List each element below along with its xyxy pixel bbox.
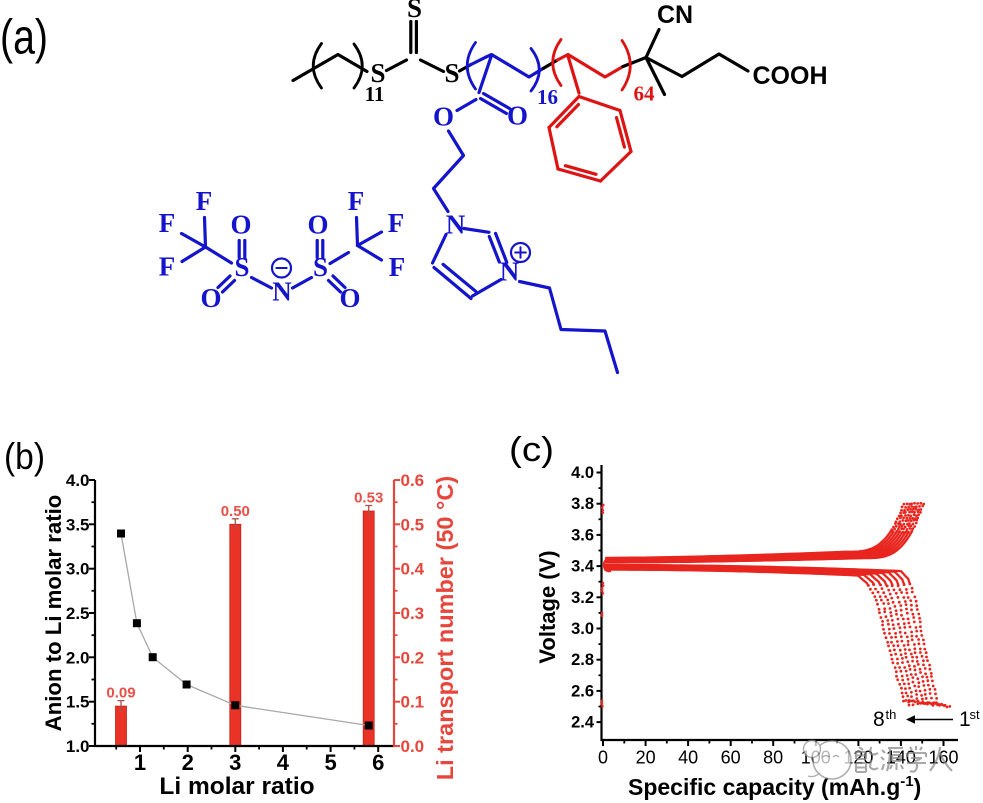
svg-text:0.1: 0.1	[401, 693, 425, 712]
svg-text:S: S	[407, 0, 422, 23]
svg-text:8: 8	[873, 708, 885, 731]
svg-text:11: 11	[365, 82, 385, 106]
svg-text:O: O	[307, 210, 328, 240]
svg-text:0.5: 0.5	[401, 515, 425, 534]
svg-text:N: N	[500, 257, 520, 287]
svg-text:4: 4	[277, 750, 290, 775]
svg-text:0.4: 0.4	[401, 560, 425, 579]
svg-text:0.0: 0.0	[401, 737, 425, 756]
svg-text:80: 80	[763, 748, 783, 768]
svg-text:3.0: 3.0	[571, 620, 594, 638]
svg-text:O: O	[507, 101, 528, 131]
svg-text:60: 60	[721, 748, 741, 768]
svg-text:3: 3	[229, 750, 241, 775]
svg-text:2: 2	[182, 750, 194, 775]
svg-text:(b): (b)	[4, 436, 45, 477]
svg-text:0.09: 0.09	[106, 685, 135, 702]
svg-text:0.3: 0.3	[401, 604, 425, 623]
svg-text:Voltage (V): Voltage (V)	[535, 550, 560, 663]
svg-text:Specific capacity (mAh.g-1): Specific capacity (mAh.g-1)	[628, 773, 921, 800]
svg-text:Anion to Li molar ratio: Anion to Li molar ratio	[41, 495, 66, 732]
svg-text:2.6: 2.6	[571, 682, 594, 700]
svg-text:S: S	[370, 58, 385, 88]
svg-text:F: F	[159, 208, 176, 238]
svg-text:160: 160	[928, 748, 958, 768]
svg-text:F: F	[159, 252, 176, 282]
svg-text:st: st	[970, 707, 981, 722]
svg-text:3.4: 3.4	[571, 558, 595, 576]
svg-text:th: th	[886, 707, 897, 722]
svg-text:O: O	[230, 210, 251, 240]
svg-text:2.4: 2.4	[571, 714, 595, 732]
svg-text:64: 64	[634, 81, 656, 105]
svg-text:1: 1	[134, 750, 146, 775]
svg-text:0.53: 0.53	[354, 490, 383, 507]
svg-text:Li transport number (50 °C): Li transport number (50 °C)	[432, 476, 458, 780]
svg-text:3.0: 3.0	[66, 560, 90, 579]
svg-text:3.2: 3.2	[571, 589, 594, 607]
svg-text:2.5: 2.5	[66, 604, 90, 623]
svg-text:Li molar ratio: Li molar ratio	[159, 773, 314, 800]
svg-text:4.0: 4.0	[571, 464, 594, 482]
svg-text:3.5: 3.5	[66, 515, 90, 534]
svg-text:(a): (a)	[0, 11, 48, 65]
svg-text:0.6: 0.6	[401, 471, 425, 490]
svg-text:2.8: 2.8	[571, 651, 594, 669]
svg-text:N: N	[272, 277, 292, 307]
svg-text:F: F	[388, 208, 405, 238]
svg-text:16: 16	[537, 85, 558, 109]
svg-text:(c): (c)	[509, 431, 554, 469]
svg-text:N: N	[446, 210, 466, 240]
svg-text:1: 1	[959, 708, 971, 731]
svg-text:S: S	[234, 252, 249, 282]
svg-text:3.8: 3.8	[571, 495, 594, 513]
svg-text:0: 0	[598, 748, 608, 768]
svg-text:6: 6	[372, 750, 384, 775]
svg-text:1.5: 1.5	[66, 693, 90, 712]
svg-text:5: 5	[324, 750, 336, 775]
svg-text:0.2: 0.2	[401, 648, 425, 667]
svg-text:S: S	[313, 252, 328, 282]
svg-text:20: 20	[636, 748, 656, 768]
svg-text:3.6: 3.6	[571, 526, 594, 544]
svg-text:F: F	[196, 186, 213, 216]
svg-text:F: F	[389, 252, 406, 282]
svg-text:CN: CN	[657, 1, 693, 29]
svg-text:1.0: 1.0	[66, 737, 90, 756]
svg-text:40: 40	[678, 748, 698, 768]
svg-text:F: F	[348, 186, 365, 216]
svg-text:O: O	[200, 283, 221, 313]
svg-text:O: O	[339, 283, 360, 313]
svg-text:COOH: COOH	[753, 62, 828, 90]
svg-text:4.0: 4.0	[66, 471, 90, 490]
svg-text:2.0: 2.0	[66, 648, 90, 667]
svg-text:O: O	[433, 102, 454, 132]
svg-text:S: S	[444, 58, 459, 88]
svg-text:0.50: 0.50	[221, 503, 250, 520]
